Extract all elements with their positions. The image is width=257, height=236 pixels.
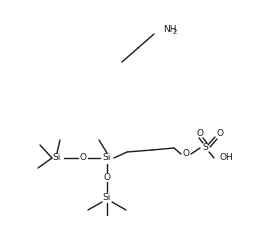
Text: 2: 2 [172, 29, 177, 34]
Text: NH: NH [163, 25, 177, 34]
Text: O: O [197, 128, 204, 138]
Text: O: O [182, 149, 189, 159]
Text: O: O [216, 128, 224, 138]
Text: Si: Si [53, 153, 61, 163]
Text: O: O [104, 173, 111, 181]
Text: OH: OH [220, 153, 234, 163]
Text: S: S [202, 143, 208, 152]
Text: Si: Si [103, 153, 111, 163]
Text: O: O [79, 153, 87, 163]
Text: Si: Si [103, 194, 111, 202]
